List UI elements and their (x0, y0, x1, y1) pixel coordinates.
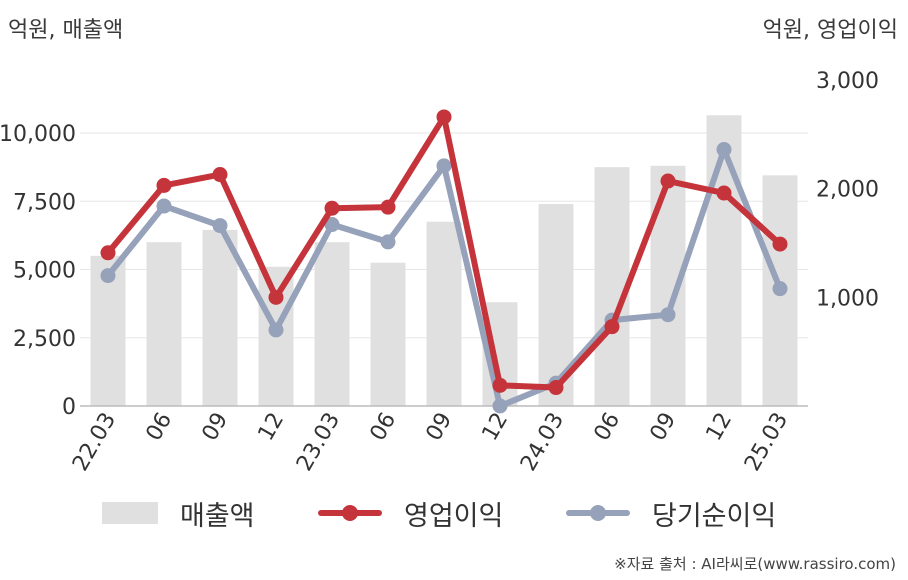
x-axis-tick-label: 12 (254, 409, 290, 446)
legend-item-net-income: 당기순이익 (566, 490, 776, 536)
point-operating-profit (604, 319, 620, 335)
x-axis-tick-label: 23.03 (292, 409, 345, 476)
point-operating-profit (156, 177, 172, 193)
legend-item-revenue: 매출액 (102, 490, 255, 536)
bar-revenue (146, 242, 182, 406)
point-operating-profit (492, 377, 508, 393)
bar-revenue (594, 167, 630, 406)
x-axis-tick-label: 12 (478, 409, 514, 446)
point-operating-profit (660, 173, 676, 189)
right-axis-tick-label: 3,000 (816, 69, 879, 94)
point-net-income (436, 158, 452, 174)
point-net-income (268, 322, 284, 338)
left-axis-tick-label: 10,000 (0, 122, 76, 147)
legend-swatch-operating-profit (318, 502, 382, 524)
point-net-income (716, 142, 732, 158)
x-axis-tick-label: 06 (366, 409, 402, 446)
point-net-income (660, 307, 676, 323)
point-operating-profit (436, 109, 452, 125)
left-axis-tick-label: 5,000 (13, 259, 76, 284)
point-net-income (492, 398, 508, 414)
point-net-income (772, 281, 788, 297)
legend-swatch-revenue (102, 502, 158, 524)
left-axis-tick-label: 2,500 (13, 327, 76, 352)
point-operating-profit (548, 380, 564, 396)
point-net-income (156, 198, 172, 214)
right-axis-tick-label: 1,000 (816, 286, 879, 311)
point-net-income (212, 218, 228, 234)
x-axis-tick-label: 24.03 (516, 409, 569, 476)
point-net-income (100, 268, 116, 284)
point-operating-profit (380, 199, 396, 215)
point-operating-profit (716, 185, 732, 201)
legend-label-net-income: 당기순이익 (652, 500, 777, 532)
right-axis-tick-label: 2,000 (816, 178, 879, 203)
x-axis-tick-label: 12 (702, 409, 738, 446)
x-axis-tick-label: 06 (590, 409, 626, 446)
left-axis-tick-label: 7,500 (13, 190, 76, 215)
legend-item-operating-profit: 영업이익 (318, 490, 503, 536)
legend-swatch-net-income (566, 502, 630, 524)
legend-label-revenue: 매출액 (180, 500, 255, 532)
legend: 매출액 영업이익 당기순이익 (0, 490, 908, 536)
x-axis-tick-label: 06 (142, 409, 178, 446)
point-net-income (380, 234, 396, 250)
x-axis-tick-label: 09 (646, 409, 682, 446)
point-net-income (324, 217, 340, 233)
combo-chart: 0 2,500 5,000 7,500 10,000 1,000 2,000 3,000 22.… (0, 69, 879, 476)
bar-revenue (202, 229, 238, 406)
legend-label-operating-profit: 영업이익 (404, 500, 504, 532)
bar-revenue (314, 242, 350, 406)
source-note: ※자료 출처 : AI라씨로(www.rassiro.com) (614, 555, 896, 573)
left-axis-tick-label: 0 (62, 395, 76, 420)
x-axis-tick-label: 25.03 (740, 409, 793, 476)
point-operating-profit (100, 245, 116, 261)
point-operating-profit (212, 167, 228, 183)
right-axis-unit-label: 억원, 영업이익 (762, 18, 898, 43)
point-operating-profit (324, 200, 340, 216)
point-operating-profit (772, 236, 788, 252)
bar-revenue (426, 221, 462, 406)
x-axis-tick-label: 09 (198, 409, 234, 446)
x-axis-tick-label: 09 (422, 409, 458, 446)
bar-revenue (706, 115, 742, 406)
x-axis-tick-label: 22.03 (68, 409, 121, 476)
left-axis-unit-label: 억원, 매출액 (8, 18, 124, 43)
bar-revenue (370, 262, 406, 406)
point-operating-profit (268, 289, 284, 305)
